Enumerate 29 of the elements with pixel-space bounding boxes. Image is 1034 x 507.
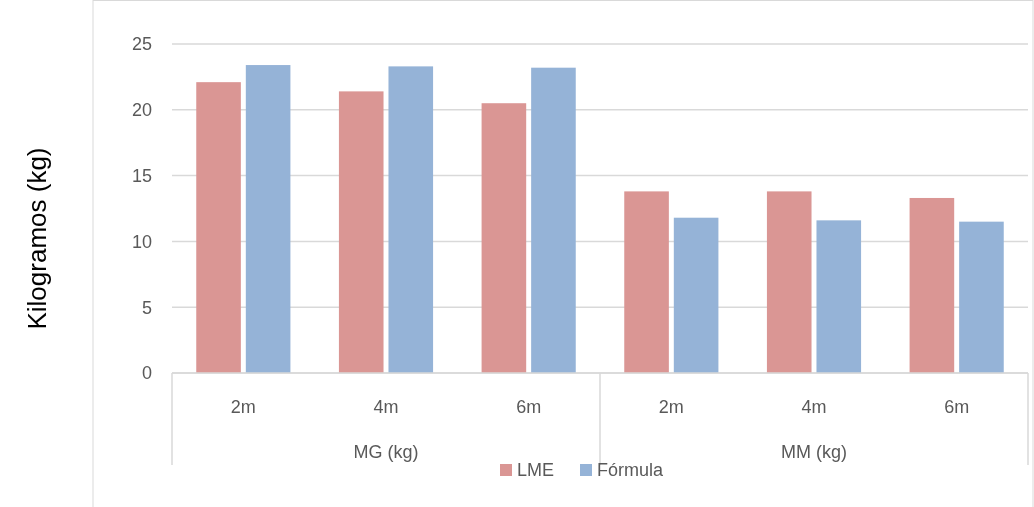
bar [959, 221, 1004, 373]
y-tick-label: 5 [141, 297, 152, 318]
x-tick-label: 2m [230, 397, 256, 417]
text: MM (kg) [781, 442, 847, 462]
x-tick-label: 6m [516, 397, 542, 417]
legend-label: Fórmula [597, 460, 664, 481]
bar [673, 217, 719, 373]
x-tick-label: 2m [658, 397, 684, 417]
bar [766, 191, 812, 373]
x-tick-label: 4m [801, 397, 827, 417]
bar [196, 82, 241, 373]
bar [388, 66, 434, 373]
bar [816, 220, 862, 373]
bar [909, 197, 955, 373]
y-tick-label: 10 [131, 231, 152, 252]
x-tick-label: 6m [944, 397, 970, 417]
legend-label: LME [517, 460, 555, 481]
bar [338, 91, 384, 373]
y-tick-label: 15 [131, 165, 152, 186]
bar [481, 103, 527, 373]
y-tick-label: 20 [131, 100, 152, 121]
bar [531, 67, 576, 373]
bar [624, 191, 669, 373]
bar [245, 65, 291, 373]
y-tick-label: 25 [131, 34, 152, 55]
x-tick-label: 4m [373, 397, 399, 417]
y-axis-title: Kilogramos (kg) [22, 147, 52, 330]
text: MG (kg) [353, 442, 419, 462]
y-tick-label: 0 [141, 363, 152, 384]
